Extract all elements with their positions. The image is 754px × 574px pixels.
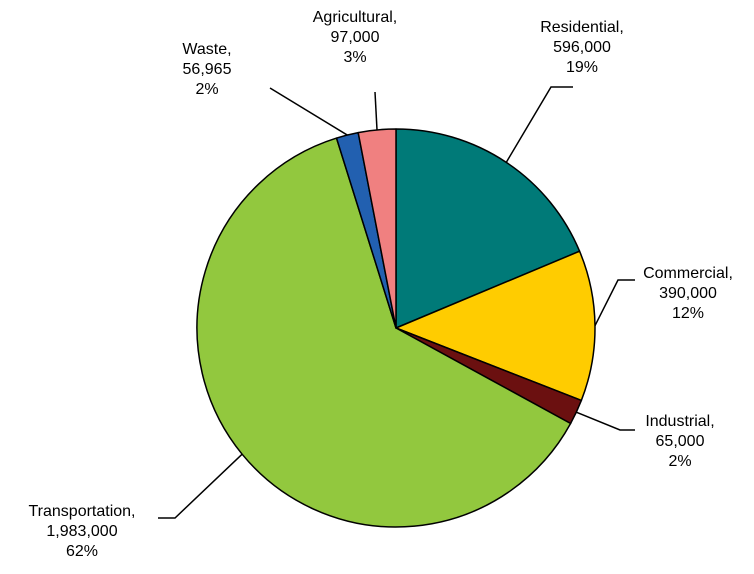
slices-layer xyxy=(196,128,596,528)
data-label-residential-line-3: 19% xyxy=(566,59,598,76)
data-label-residential-line-2: 596,000 xyxy=(553,39,611,56)
data-label-commercial-line-3: 12% xyxy=(672,305,704,322)
data-label-transportation-line-2: 1,983,000 xyxy=(46,523,117,540)
pie-slice-transportation xyxy=(196,137,572,528)
leader-line-residential xyxy=(505,86,573,163)
data-label-agricultural-line-2: 97,000 xyxy=(331,29,380,46)
leader-line-agricultural xyxy=(374,91,378,130)
data-label-industrial-line-1: Industrial, xyxy=(645,413,714,430)
leader-line-transportation xyxy=(158,453,243,519)
data-label-agricultural-line-3: 3% xyxy=(343,49,366,66)
data-label-commercial-line-1: Commercial, xyxy=(643,265,733,282)
data-label-commercial-line-2: 390,000 xyxy=(659,285,717,302)
data-label-waste-line-3: 2% xyxy=(195,81,218,98)
data-label-industrial-line-2: 65,000 xyxy=(656,433,705,450)
data-label-waste: Waste, 56,965 2% xyxy=(182,41,231,98)
data-label-agricultural-line-1: Agricultural, xyxy=(313,9,397,26)
data-label-agricultural: Agricultural, 97,000 3% xyxy=(313,9,397,66)
pie-slice-residential xyxy=(395,128,581,329)
leader-line-waste xyxy=(269,87,348,136)
data-label-transportation-line-1: Transportation, xyxy=(28,503,135,520)
pie-slice-agricultural xyxy=(357,128,397,329)
data-labels-layer: Residential, 596,000 19% Commercial, 390,000… xyxy=(28,9,732,560)
pie-slice-commercial xyxy=(395,250,596,402)
leader-lines-layer xyxy=(158,86,635,519)
data-label-residential: Residential, 596,000 19% xyxy=(540,19,624,76)
data-label-transportation-line-3: 62% xyxy=(66,543,98,560)
data-label-industrial-line-3: 2% xyxy=(668,453,691,470)
data-label-industrial: Industrial, 65,000 2% xyxy=(645,413,714,470)
data-label-waste-line-2: 56,965 xyxy=(183,61,232,78)
data-label-transportation: Transportation, 1,983,000 62% xyxy=(28,503,135,560)
leader-line-industrial xyxy=(576,411,635,431)
data-label-residential-line-1: Residential, xyxy=(540,19,624,36)
leader-line-commercial xyxy=(594,279,635,326)
data-label-commercial: Commercial, 390,000 12% xyxy=(643,265,733,322)
data-label-waste-line-1: Waste, xyxy=(182,41,231,58)
